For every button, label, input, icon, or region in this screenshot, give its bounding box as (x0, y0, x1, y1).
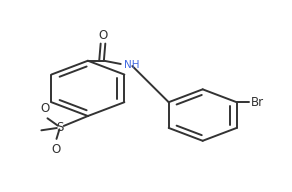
Text: S: S (57, 121, 64, 134)
Text: O: O (51, 143, 60, 156)
Text: O: O (98, 29, 108, 42)
Text: NH: NH (124, 60, 139, 70)
Text: O: O (41, 103, 50, 115)
Text: Br: Br (251, 96, 264, 109)
